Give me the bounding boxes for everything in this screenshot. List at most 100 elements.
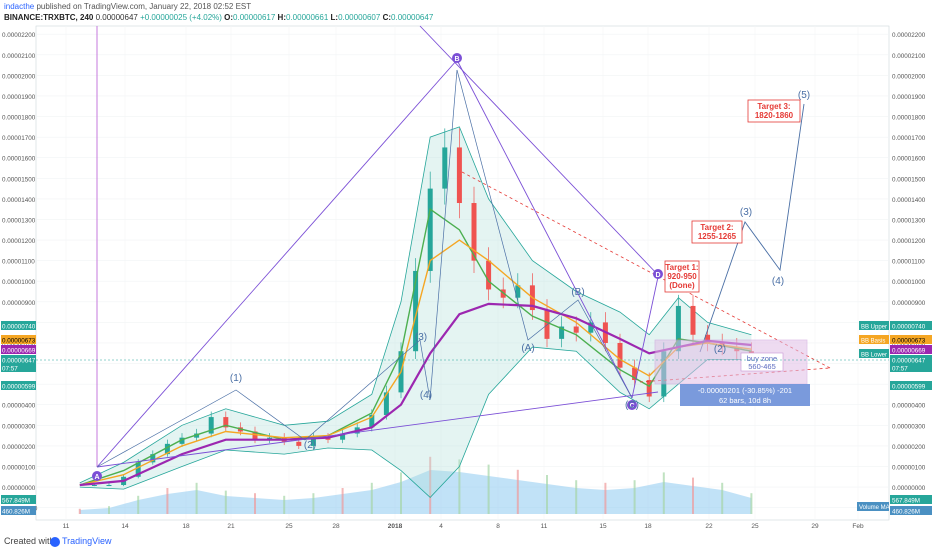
price-tag-left: 0.00000647 [2,358,36,365]
publish-info: indacthe published on TradingView.com, J… [4,2,251,11]
wave-path-early [96,69,458,468]
candle-body [705,334,711,343]
candle-body [617,342,623,368]
y-tick-right: 0.00001700 [892,135,926,142]
wave-label: (A) [521,343,534,354]
x-tick-label: 4 [439,523,443,530]
candle-body [208,417,214,434]
y-tick-left: 0.00001100 [2,259,35,266]
y-tick-left: 0.00000000 [2,485,36,492]
y-tick-right: 0.00001400 [892,197,926,204]
buy-zone-box [654,339,808,385]
author-link[interactable]: indacthe [4,2,35,11]
volume-bar [195,482,198,514]
y-tick-right: 0.00001200 [892,238,926,245]
volume-tag-right-bg [890,506,932,515]
volume-bar [458,459,461,514]
label-c: C [629,403,634,410]
x-tick-label: 14 [121,523,129,530]
y-tick-right: 0.00002000 [892,73,926,80]
y-tick-right: 0.00000400 [892,403,926,410]
volume-bar [604,482,607,514]
volume-bar [108,506,110,514]
y-tick-right: 0.00001900 [892,94,926,101]
target-3-text: 1820-1860 [755,111,794,120]
volume-bar [516,469,519,514]
last-price: 0.00000647 [95,13,138,22]
candle-body [223,417,229,428]
bb-legend-label: BB Basis [861,339,885,345]
volume-tag-left: 567.849M [2,498,30,505]
price-tag-left-bg [1,335,36,344]
wave-label: (C) [625,400,639,411]
volume-bar [254,493,256,514]
y-tick-left: 0.00000100 [2,464,36,471]
volume-bar [750,493,753,514]
target-2-text: Target 2: [700,223,733,232]
y-tick-right: 0.00000200 [892,444,926,451]
volume-bar [692,477,694,514]
symbol-bar: BINANCE:TRXBTC, 240 0.00000647 +0.000000… [4,13,433,22]
x-tick-label: 18 [182,523,190,530]
price-change: +0.00000025 (+4.02%) [140,13,222,22]
candle-body [690,305,696,335]
y-tick-left: 0.00001900 [2,94,36,101]
target-2-box [691,220,743,244]
y-tick-left: 0.00000200 [2,444,36,451]
volume-tag-right: 567.849M [892,498,920,505]
price-tag-right-bg [890,335,932,344]
x-tick-label: Feb [852,523,864,530]
buy-zone-label-box [740,352,784,372]
symbol-label[interactable]: BINANCE:TRXBTC, 240 [4,13,94,22]
price-tag-left-bg [1,345,36,354]
candle-body [252,431,258,440]
y-tick-right: 0.00001500 [892,176,926,183]
buy-zone-text: buy zone [747,354,777,363]
candle-body [442,147,448,189]
price-tag-right: 0.00000673 [892,338,926,345]
volume-bar [721,482,724,514]
wave-path-abc [456,69,633,399]
volume-bar [429,456,432,514]
y-tick-right: 0.00001100 [892,259,925,266]
low-label: L: [330,13,339,22]
bb-lower-line [79,346,752,498]
price-tag-left-bg [1,321,36,330]
label-d-marker [653,269,663,279]
volume-bar [283,495,286,514]
y-tick-left: 0.00000700 [2,341,36,348]
trendline-b-c [456,59,633,399]
price-tag-left: 07:57 [2,366,18,373]
tradingview-brand[interactable]: TradingView [62,536,112,546]
volume-bar [224,490,227,514]
label-c-marker [627,400,637,410]
measure-label-top: -0.00000201 (-30.85%) -201 [698,386,792,395]
candle-body [675,305,681,352]
candle-body [471,203,477,261]
candle-body [383,392,389,416]
wave-label: (2) [304,440,316,451]
y-tick-left: 0.00001300 [2,217,36,224]
trendline-resistance [419,25,661,278]
y-tick-left: 0.00002000 [2,73,36,80]
candle-body [456,147,462,204]
candle-body [179,437,185,444]
candle-body [150,454,156,463]
wave-label: (2) [714,344,726,355]
label-b: B [454,56,459,63]
tradingview-logo-icon [50,537,60,547]
price-tag-left-bg [1,355,36,364]
price-tag-right: 0.00000740 [892,324,926,331]
x-tick-label: 21 [227,523,235,530]
candle-body [427,188,433,271]
price-tag-left: 0.00000599 [2,384,36,391]
bb-legend-label: BB Upper [861,325,887,331]
wave-label: (3) [415,332,427,343]
measure-label-bottom: 62 bars, 10d 8h [719,396,771,405]
publish-text: published on TradingView.com, January 22… [36,2,252,11]
y-tick-right: 0.00000100 [892,464,926,471]
price-tag-left-bg [1,381,36,390]
open-label: O: [224,13,234,22]
volume-bar [662,472,665,514]
